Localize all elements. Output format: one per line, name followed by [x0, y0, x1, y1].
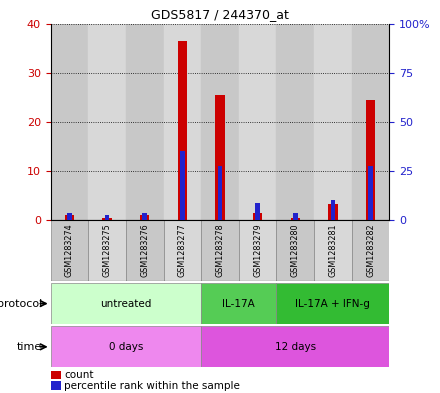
- Text: 12 days: 12 days: [275, 342, 316, 352]
- Text: GSM1283278: GSM1283278: [216, 223, 224, 277]
- Bar: [352, 220, 389, 281]
- Bar: [276, 24, 314, 220]
- Bar: [140, 215, 150, 220]
- Bar: [368, 166, 373, 220]
- Bar: [255, 203, 260, 220]
- Text: GSM1283275: GSM1283275: [103, 223, 112, 277]
- Bar: [201, 220, 239, 281]
- Bar: [314, 220, 352, 281]
- Text: GSM1283281: GSM1283281: [328, 223, 337, 277]
- Bar: [239, 24, 276, 220]
- Bar: [201, 24, 239, 220]
- Bar: [51, 381, 61, 390]
- Bar: [51, 283, 201, 324]
- Bar: [293, 213, 297, 220]
- Text: percentile rank within the sample: percentile rank within the sample: [64, 381, 240, 391]
- Bar: [67, 213, 72, 220]
- Bar: [201, 326, 389, 367]
- Text: IL-17A: IL-17A: [223, 299, 255, 309]
- Bar: [88, 24, 126, 220]
- Text: GSM1283279: GSM1283279: [253, 223, 262, 277]
- Bar: [218, 166, 222, 220]
- Bar: [51, 326, 201, 367]
- Bar: [215, 95, 225, 220]
- Text: IL-17A + IFN-g: IL-17A + IFN-g: [296, 299, 370, 309]
- Bar: [239, 220, 276, 281]
- Title: GDS5817 / 244370_at: GDS5817 / 244370_at: [151, 8, 289, 21]
- Bar: [65, 215, 74, 220]
- Text: time: time: [17, 342, 42, 352]
- Bar: [314, 24, 352, 220]
- Bar: [164, 24, 201, 220]
- Bar: [143, 213, 147, 220]
- Text: protocol: protocol: [0, 299, 42, 309]
- Bar: [178, 41, 187, 220]
- Text: count: count: [64, 370, 94, 380]
- Bar: [126, 220, 164, 281]
- Bar: [51, 220, 88, 281]
- Text: GSM1283282: GSM1283282: [366, 223, 375, 277]
- Text: 0 days: 0 days: [109, 342, 143, 352]
- Bar: [331, 200, 335, 220]
- Bar: [253, 213, 262, 220]
- Bar: [276, 220, 314, 281]
- Text: GSM1283280: GSM1283280: [291, 223, 300, 277]
- Bar: [51, 24, 88, 220]
- Bar: [164, 220, 201, 281]
- Bar: [51, 371, 61, 379]
- Bar: [103, 218, 112, 220]
- Bar: [276, 283, 389, 324]
- Bar: [88, 220, 126, 281]
- Bar: [105, 215, 109, 220]
- Text: GSM1283277: GSM1283277: [178, 223, 187, 277]
- Bar: [366, 100, 375, 220]
- Bar: [201, 283, 276, 324]
- Bar: [328, 204, 337, 220]
- Text: GSM1283274: GSM1283274: [65, 223, 74, 277]
- Text: untreated: untreated: [100, 299, 151, 309]
- Bar: [290, 218, 300, 220]
- Text: GSM1283276: GSM1283276: [140, 223, 149, 277]
- Bar: [180, 151, 185, 220]
- Bar: [126, 24, 164, 220]
- Bar: [352, 24, 389, 220]
